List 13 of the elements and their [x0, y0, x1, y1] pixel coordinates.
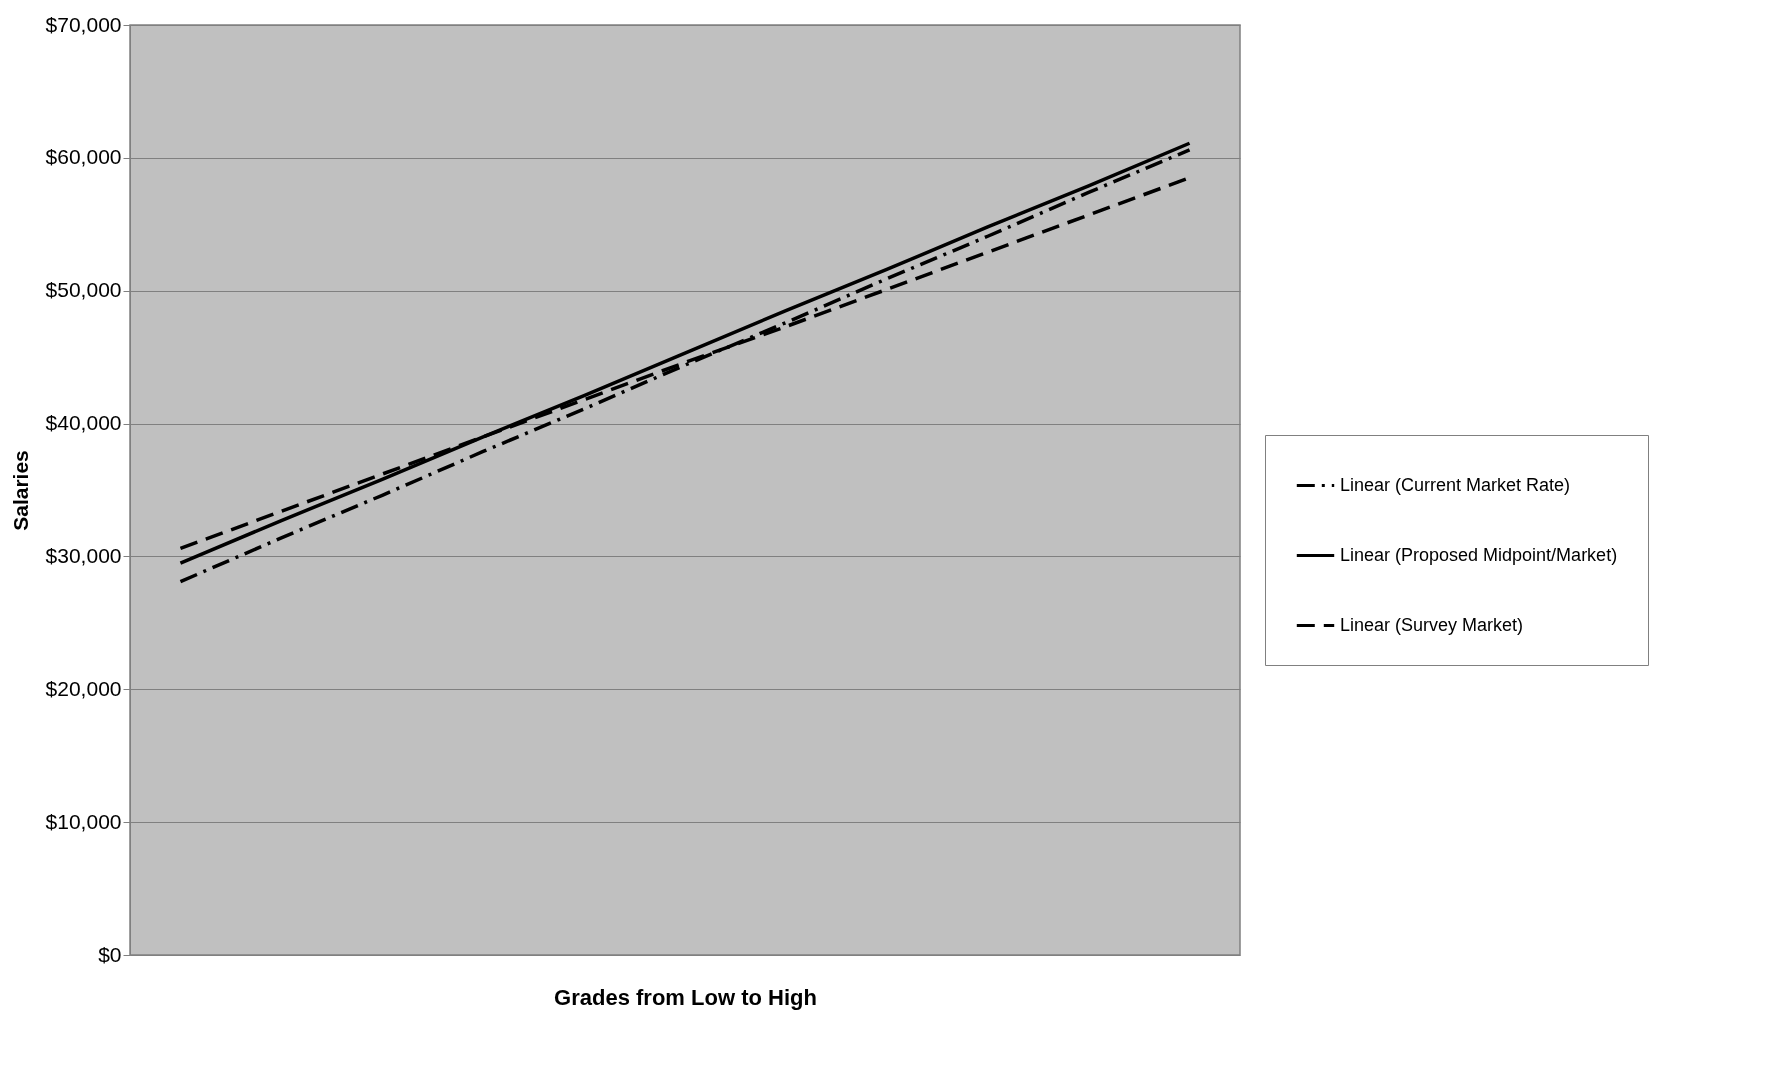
legend-label: Linear (Current Market Rate): [1340, 474, 1571, 495]
y-tick-label: $10,000: [45, 809, 122, 833]
y-tick-label: $20,000: [45, 676, 122, 700]
y-tick-label: $40,000: [45, 411, 122, 435]
y-tick-label: $0: [98, 942, 122, 966]
y-tick-label: $60,000: [45, 145, 122, 169]
y-axis-title: Salaries: [8, 450, 32, 531]
y-tick-label: $70,000: [45, 12, 122, 36]
y-tick-label: $30,000: [45, 543, 122, 567]
x-axis-title: Grades from Low to High: [554, 984, 817, 1010]
legend-label: Linear (Survey Market): [1340, 614, 1524, 635]
y-tick-label: $50,000: [45, 278, 122, 302]
legend-label: Linear (Proposed Midpoint/Market): [1340, 544, 1618, 565]
